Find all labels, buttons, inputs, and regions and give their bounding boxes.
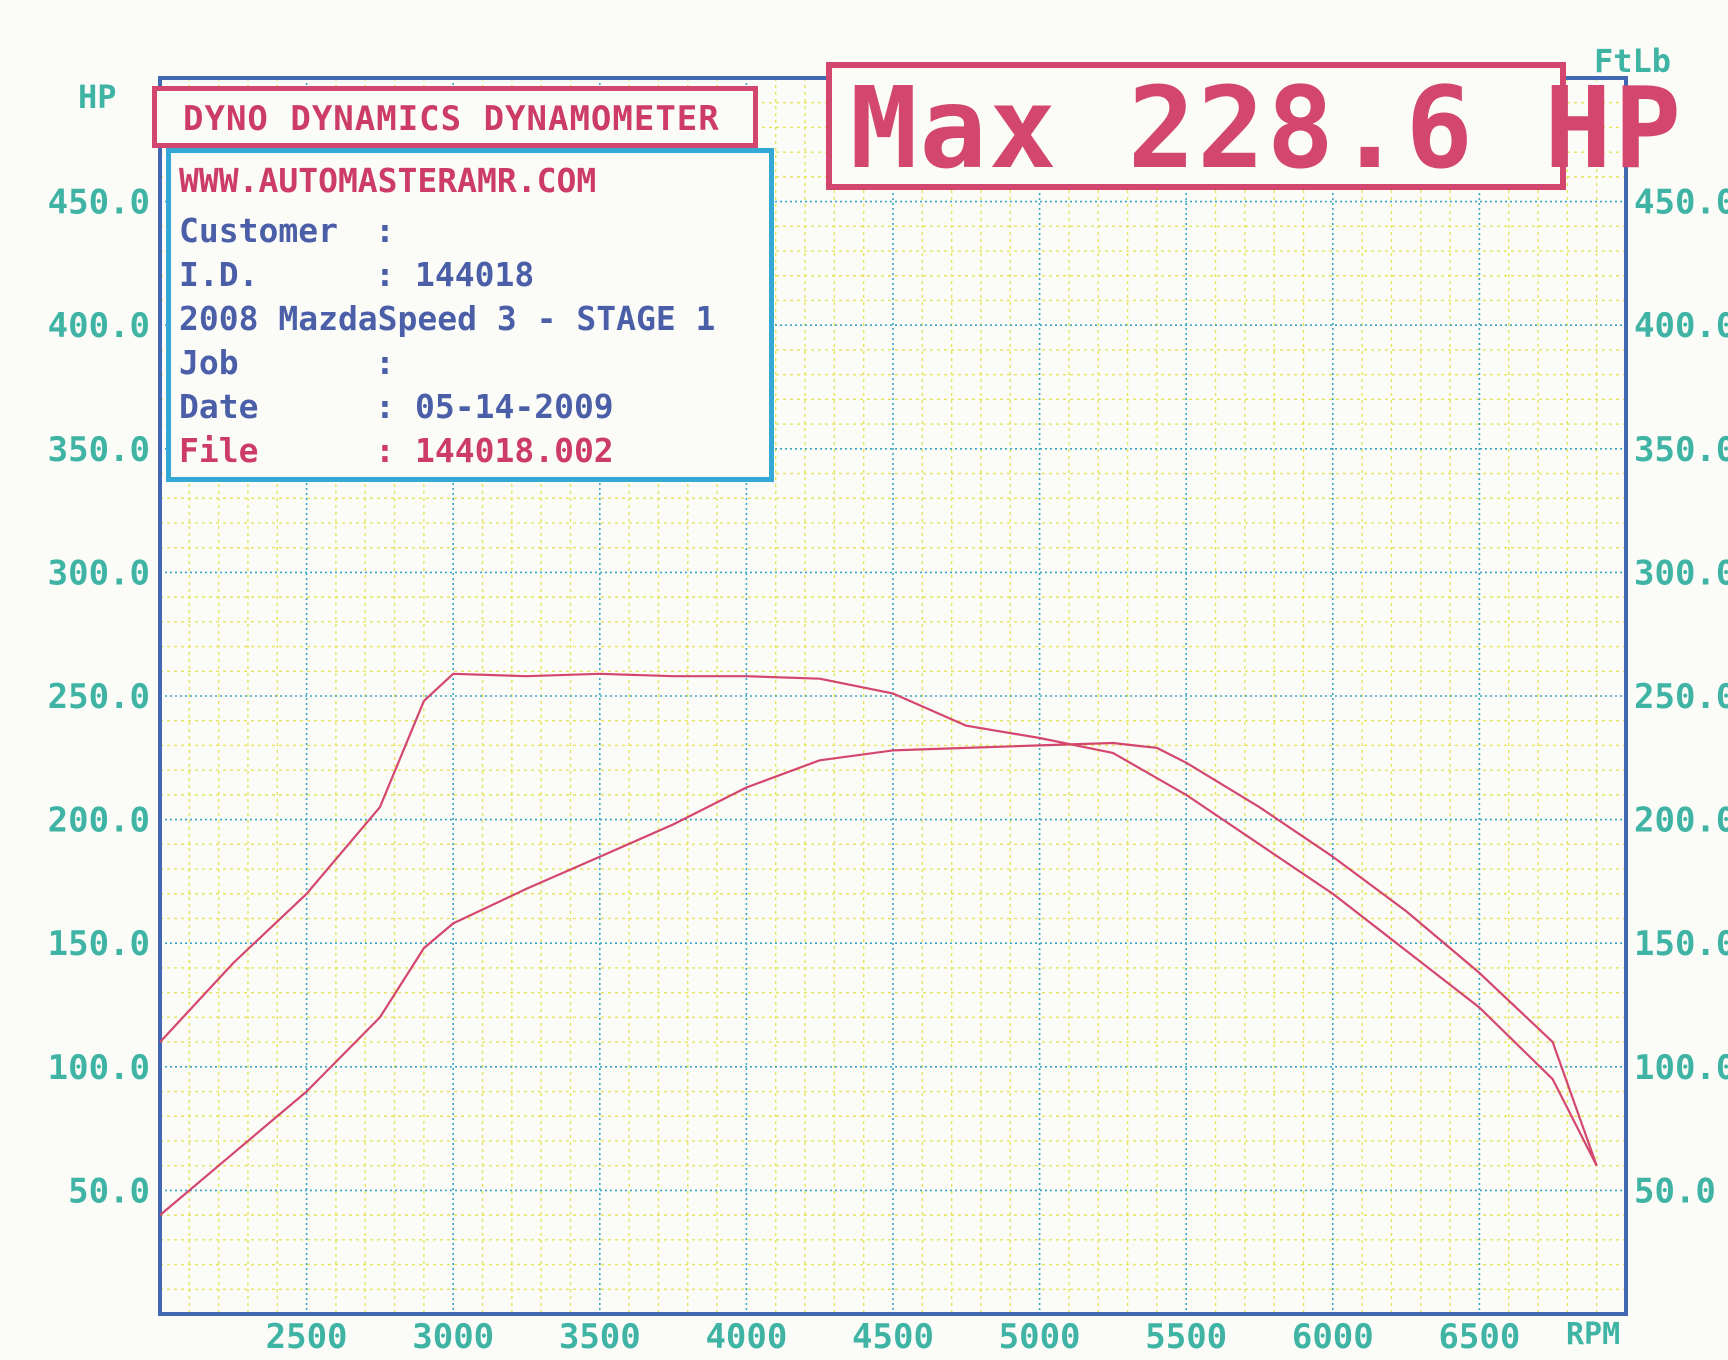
info-sep: : <box>375 431 395 470</box>
left-axis-label: HP <box>78 78 117 116</box>
left-tick-label: 150.0 <box>48 924 150 964</box>
info-value: 2008 MazdaSpeed 3 - STAGE 1 <box>179 299 716 338</box>
info-key: Date <box>179 387 259 426</box>
left-tick-label: 100.0 <box>48 1048 150 1088</box>
left-tick-label: 200.0 <box>48 801 150 841</box>
info-website: WWW.AUTOMASTERAMR.COM <box>179 161 597 200</box>
right-tick-label: 100.0 <box>1634 1048 1728 1088</box>
info-value: 144018.002 <box>415 431 614 470</box>
x-tick-label: 5500 <box>1145 1317 1227 1357</box>
info-sep: : <box>375 387 395 426</box>
info-row: File:144018.002 <box>179 431 614 470</box>
right-tick-label: 300.0 <box>1634 553 1728 593</box>
info-row: Job: <box>179 343 415 382</box>
info-row: Date:05-14-2009 <box>179 387 614 426</box>
max-power-label: Max 228.6 HP <box>850 64 1684 194</box>
info-sep: : <box>375 255 395 294</box>
right-tick-label: 150.0 <box>1634 924 1728 964</box>
right-tick-label: 200.0 <box>1634 801 1728 841</box>
info-key: I.D. <box>179 255 259 294</box>
chart-title-box: DYNO DYNAMICS DYNAMOMETER <box>152 86 758 148</box>
x-tick-label: 4000 <box>705 1317 787 1357</box>
left-tick-label: 50.0 <box>68 1171 150 1211</box>
tick-labels: 50.0 100.0 150.0 200.0 250.0 300.0 350.0 400.0 4… <box>48 183 1728 1357</box>
right-tick-label: 250.0 <box>1634 677 1728 717</box>
x-tick-label: 3000 <box>412 1317 494 1357</box>
x-tick-label: 6500 <box>1438 1317 1520 1357</box>
x-tick-label: 5000 <box>999 1317 1081 1357</box>
right-tick-label: 450.0 <box>1634 183 1728 223</box>
left-tick-label: 300.0 <box>48 553 150 593</box>
info-row: 2008 MazdaSpeed 3 - STAGE 1 <box>179 299 715 338</box>
run-info-box: WWW.AUTOMASTERAMR.COM Customer: I.D.:1440… <box>166 148 774 482</box>
info-key: File <box>179 431 259 470</box>
x-tick-label: 3500 <box>559 1317 641 1357</box>
info-sep: : <box>375 343 395 382</box>
info-value: 05-14-2009 <box>415 387 614 426</box>
left-tick-label: 450.0 <box>48 183 150 223</box>
right-tick-label: 400.0 <box>1634 306 1728 346</box>
x-tick-label: 2500 <box>266 1317 348 1357</box>
max-power-box: Max 228.6 HP <box>826 62 1681 190</box>
info-sep: : <box>375 211 395 250</box>
info-row: Customer: <box>179 211 415 250</box>
info-value: 144018 <box>415 255 535 294</box>
chart-title: DYNO DYNAMICS DYNAMOMETER <box>183 99 720 139</box>
x-axis-label: RPM <box>1566 1317 1620 1352</box>
right-tick-label: 50.0 <box>1634 1171 1716 1211</box>
info-row: I.D.:144018 <box>179 255 534 294</box>
x-tick-label: 4500 <box>852 1317 934 1357</box>
info-key: Job <box>179 343 239 382</box>
hp-curve <box>159 741 1598 1216</box>
right-tick-label: 350.0 <box>1634 430 1728 470</box>
power-curves <box>159 672 1598 1216</box>
info-key: Customer <box>179 211 338 250</box>
torque-curve <box>159 672 1598 1167</box>
left-tick-label: 250.0 <box>48 677 150 717</box>
left-tick-label: 400.0 <box>48 306 150 346</box>
x-tick-label: 6000 <box>1292 1317 1374 1357</box>
right-axis-label: FtLb <box>1594 42 1671 80</box>
left-tick-label: 350.0 <box>48 430 150 470</box>
